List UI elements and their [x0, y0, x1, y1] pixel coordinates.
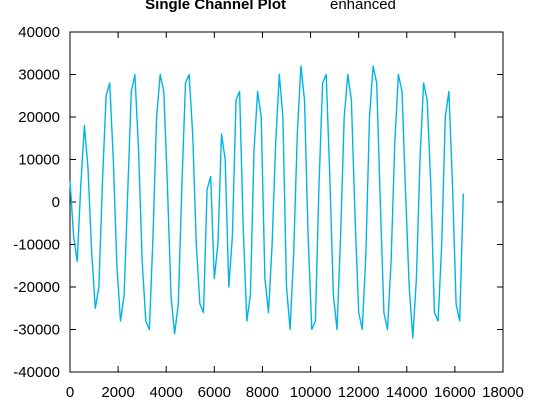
- chart-subtitle: enhanced: [330, 0, 396, 13]
- x-tick-label: 4000: [150, 384, 183, 401]
- y-tick-label: -40000: [13, 364, 60, 381]
- y-tick-label: -20000: [13, 279, 60, 296]
- y-tick-label: 10000: [18, 152, 60, 169]
- x-tick-label: 8000: [246, 384, 279, 401]
- series-line-0: [69, 65, 464, 339]
- x-tick-label: 14000: [386, 384, 428, 401]
- x-tick-label: 6000: [198, 384, 231, 401]
- x-tick-label: 10000: [290, 384, 332, 401]
- y-axis: -40000 -30000 -20000 -10000 0 10000 20000 30000…: [13, 24, 503, 381]
- y-tick-label: 40000: [18, 24, 60, 41]
- x-tick-label: 0: [66, 384, 74, 401]
- chart-title: Single Channel Plot: [145, 0, 286, 13]
- y-tick-label: -10000: [13, 237, 60, 254]
- x-tick-label: 12000: [338, 384, 380, 401]
- x-tick-label: 16000: [434, 384, 476, 401]
- y-tick-label: 30000: [18, 67, 60, 84]
- series-group: [69, 65, 464, 339]
- x-tick-label: 2000: [101, 384, 134, 401]
- y-tick-label: 20000: [18, 109, 60, 126]
- y-tick-label: -30000: [13, 322, 60, 339]
- x-tick-label: 18000: [482, 384, 524, 401]
- y-tick-label: 0: [52, 194, 60, 211]
- x-axis: 0 2000 4000 6000 8000 10000 12000 14000 16000 180…: [66, 32, 524, 401]
